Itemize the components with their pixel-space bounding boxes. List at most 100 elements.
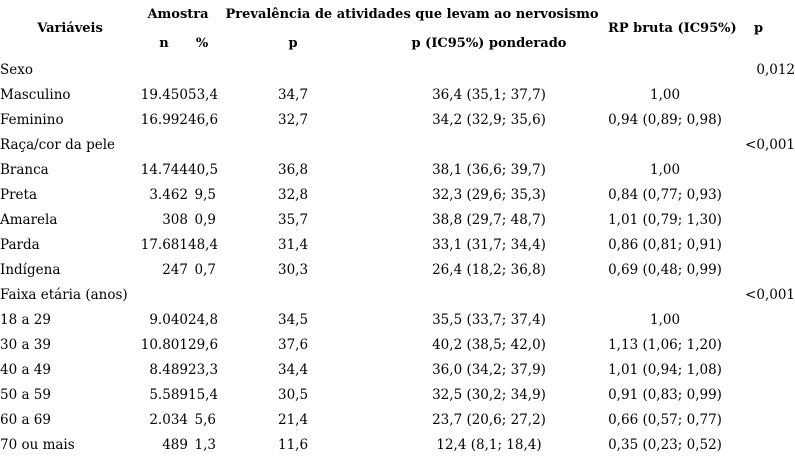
cell-percent: 53,4 bbox=[188, 86, 219, 103]
header-amostra: Amostra bbox=[147, 7, 209, 22]
cell-p-value: 0,012 bbox=[756, 61, 795, 78]
cell-p-value bbox=[722, 382, 795, 407]
cell-p-value bbox=[722, 207, 795, 232]
cell-p-ic95: 35,5 (33,7; 37,4) bbox=[432, 311, 546, 328]
table-row: Indígena 247 0,7 30,3 26,4 (18,2; 36,8) 0,69 … bbox=[0, 257, 795, 282]
cell-p-ic95: 36,4 (35,1; 37,7) bbox=[432, 86, 546, 103]
table-row: 50 a 59 5.589 15,4 30,5 32,5 (30,2; 34,9) 0,9… bbox=[0, 382, 795, 407]
cell-n: 19.450 bbox=[140, 86, 188, 103]
variable-label: Amarela bbox=[0, 211, 58, 228]
table-row: Feminino 16.992 46,6 32,7 34,2 (32,9; 35,6) 0… bbox=[0, 107, 795, 132]
cell-n: 9.040 bbox=[149, 311, 188, 328]
cell-p-ic95: 36,0 (34,2; 37,9) bbox=[432, 361, 546, 378]
cell-n: 5.589 bbox=[149, 386, 188, 403]
table-row: Preta 3.462 9,5 32,8 32,3 (29,6; 35,3) 0,84 (… bbox=[0, 182, 795, 207]
table-row: Parda 17.681 48,4 31,4 33,1 (31,7; 34,4) 0,86… bbox=[0, 232, 795, 257]
table-body: Sexo 0,012 Masculino 19.450 53,4 34,7 36,4 (35… bbox=[0, 57, 795, 457]
cell-rp-bruta: 0,94 (0,89; 0,98) bbox=[608, 111, 722, 128]
variable-label: Indígena bbox=[0, 261, 61, 278]
cell-n: 3.462 bbox=[149, 186, 188, 203]
cell-p-ic95: 38,8 (29,7; 48,7) bbox=[432, 211, 546, 228]
header-variaveis: Variáveis bbox=[37, 21, 103, 36]
cell-p-value bbox=[722, 357, 795, 382]
cell-n: 10.801 bbox=[140, 336, 188, 353]
cell-n bbox=[140, 282, 188, 307]
cell-n: 489 bbox=[162, 436, 188, 453]
cell-p bbox=[216, 132, 370, 157]
header-prevalencia: Prevalência de atividades que levam ao n… bbox=[225, 7, 599, 22]
cell-p-ic95: 34,2 (32,9; 35,6) bbox=[432, 111, 546, 128]
cell-p-value: <0,001 bbox=[745, 136, 795, 153]
variable-label: Feminino bbox=[0, 111, 64, 128]
cell-n: 8.489 bbox=[149, 361, 188, 378]
cell-rp-bruta: 1,01 (0,79; 1,30) bbox=[608, 211, 722, 228]
cell-p-ic95: 33,1 (31,7; 34,4) bbox=[432, 236, 546, 253]
cell-p-ic95: 12,4 (8,1; 18,4) bbox=[436, 436, 542, 453]
header-pct: % bbox=[195, 35, 209, 51]
variable-label: Branca bbox=[0, 161, 49, 178]
variable-label: 40 a 49 bbox=[0, 361, 51, 378]
cell-p-value bbox=[722, 182, 795, 207]
cell-rp-bruta: 0,86 (0,81; 0,91) bbox=[608, 236, 722, 253]
cell-rp-bruta bbox=[608, 282, 722, 307]
cell-n: 247 bbox=[162, 261, 188, 278]
cell-p-value bbox=[722, 107, 795, 132]
cell-p-value bbox=[722, 407, 795, 432]
cell-p-ic95: 26,4 (18,2; 36,8) bbox=[432, 261, 546, 278]
cell-percent: 1,3 bbox=[194, 436, 217, 453]
cell-p-value: <0,001 bbox=[745, 286, 795, 303]
cell-percent bbox=[188, 132, 216, 157]
header-n: n bbox=[159, 35, 169, 51]
cell-p-value bbox=[722, 82, 795, 107]
cell-rp-bruta: 0,35 (0,23; 0,52) bbox=[608, 436, 722, 453]
cell-rp-bruta: 1,00 bbox=[649, 161, 681, 178]
cell-percent: 46,6 bbox=[188, 111, 219, 128]
variable-label: Preta bbox=[0, 186, 37, 203]
cell-rp-bruta: 1,00 bbox=[649, 311, 681, 328]
cell-percent: 9,5 bbox=[194, 186, 217, 203]
cell-p-value bbox=[722, 432, 795, 457]
cell-percent bbox=[188, 282, 216, 307]
cell-percent: 15,4 bbox=[188, 386, 219, 403]
cell-p: 32,8 bbox=[277, 186, 309, 203]
table-row: 18 a 29 9.040 24,8 34,5 35,5 (33,7; 37,4) 1,0… bbox=[0, 307, 795, 332]
cell-p: 30,5 bbox=[277, 386, 309, 403]
variable-label: Parda bbox=[0, 236, 40, 253]
table-row: 40 a 49 8.489 23,3 34,4 36,0 (34,2; 37,9) 1,0… bbox=[0, 357, 795, 382]
variable-label: Masculino bbox=[0, 86, 71, 103]
cell-p-value bbox=[722, 232, 795, 257]
header-p-value: p bbox=[753, 21, 764, 36]
table-row: 70 ou mais 489 1,3 11,6 12,4 (8,1; 18,4) 0,35… bbox=[0, 432, 795, 457]
cell-rp-bruta: 0,66 (0,57; 0,77) bbox=[608, 411, 722, 428]
table-row: Branca 14.744 40,5 36,8 38,1 (36,6; 39,7) 1,0… bbox=[0, 157, 795, 182]
cell-percent: 24,8 bbox=[188, 311, 219, 328]
cell-rp-bruta: 0,84 (0,77; 0,93) bbox=[608, 186, 722, 203]
cell-percent bbox=[188, 57, 216, 82]
cell-p: 32,7 bbox=[277, 111, 309, 128]
variable-label: Faixa etária (anos) bbox=[0, 286, 128, 303]
cell-percent: 5,6 bbox=[194, 411, 217, 428]
cell-rp-bruta bbox=[608, 132, 722, 157]
table-row: Masculino 19.450 53,4 34,7 36,4 (35,1; 37,7)… bbox=[0, 82, 795, 107]
cell-n: 2.034 bbox=[149, 411, 188, 428]
cell-p: 37,6 bbox=[277, 336, 309, 353]
cell-n: 14.744 bbox=[140, 161, 188, 178]
cell-p: 31,4 bbox=[277, 236, 309, 253]
cell-rp-bruta: 1,00 bbox=[649, 86, 681, 103]
header-rp-bruta: RP bruta (IC95%) bbox=[608, 21, 737, 36]
variable-label: Raça/cor da pele bbox=[0, 136, 116, 153]
cell-p: 34,5 bbox=[277, 311, 309, 328]
cell-rp-bruta: 1,13 (1,06; 1,20) bbox=[608, 336, 722, 353]
cell-p: 34,4 bbox=[277, 361, 309, 378]
cell-p: 21,4 bbox=[277, 411, 309, 428]
cell-percent: 40,5 bbox=[188, 161, 219, 178]
cell-n bbox=[140, 57, 188, 82]
cell-p-ic95 bbox=[370, 282, 608, 307]
section-row: Sexo 0,012 bbox=[0, 57, 795, 82]
cell-p-value bbox=[722, 307, 795, 332]
cell-p: 30,3 bbox=[277, 261, 309, 278]
header-row-1: Variáveis Amostra Prevalência de ativida… bbox=[0, 0, 795, 36]
cell-rp-bruta: 1,01 (0,94; 1,08) bbox=[608, 361, 722, 378]
section-row: Raça/cor da pele <0,001 bbox=[0, 132, 795, 157]
table-row: Amarela 308 0,9 35,7 38,8 (29,7; 48,7) 1,01 (… bbox=[0, 207, 795, 232]
